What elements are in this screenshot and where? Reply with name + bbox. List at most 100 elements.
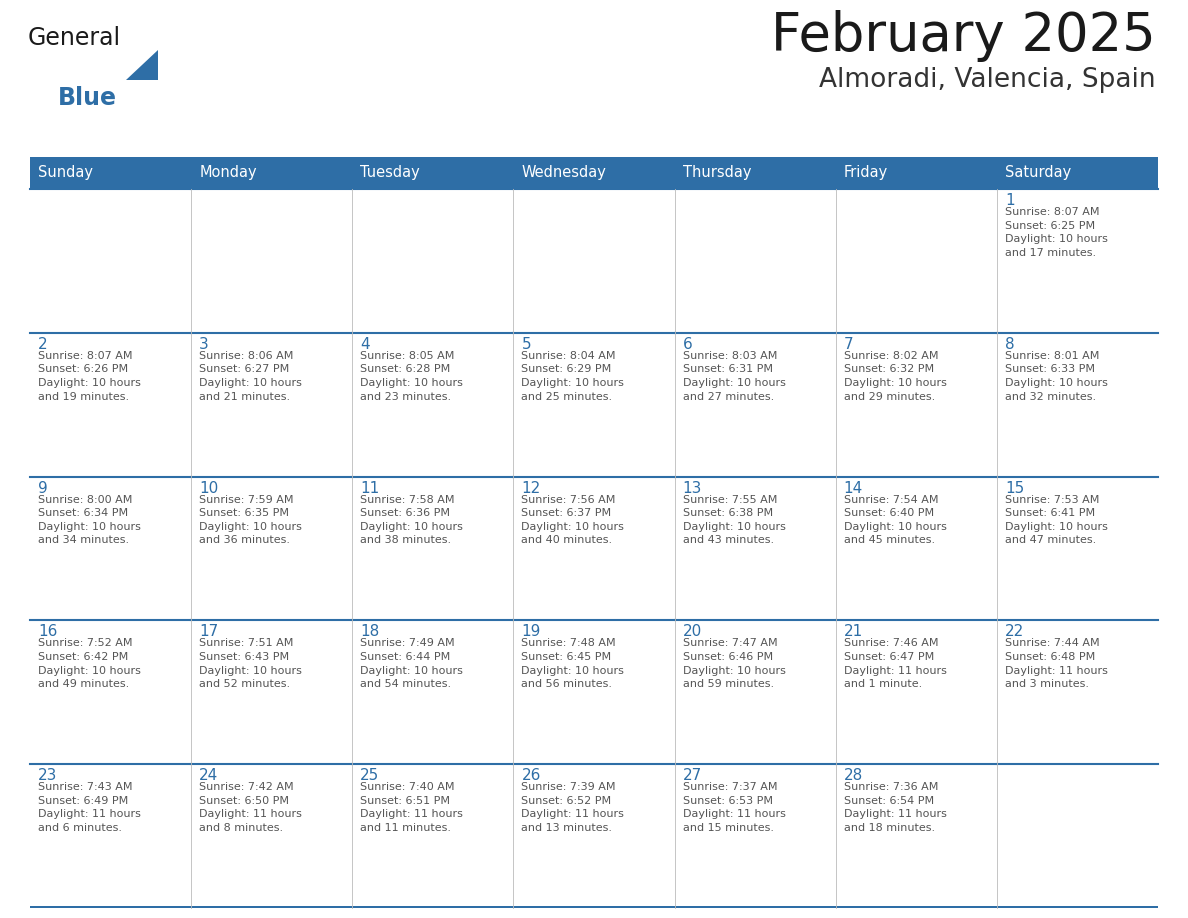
FancyBboxPatch shape (835, 333, 997, 476)
Text: Sunrise: 7:53 AM
Sunset: 6:41 PM
Daylight: 10 hours
and 47 minutes.: Sunrise: 7:53 AM Sunset: 6:41 PM Dayligh… (1005, 495, 1107, 545)
Text: 21: 21 (843, 624, 862, 640)
Text: Sunrise: 7:47 AM
Sunset: 6:46 PM
Daylight: 10 hours
and 59 minutes.: Sunrise: 7:47 AM Sunset: 6:46 PM Dayligh… (683, 638, 785, 689)
Text: Saturday: Saturday (1005, 165, 1072, 181)
Text: Sunrise: 7:39 AM
Sunset: 6:52 PM
Daylight: 11 hours
and 13 minutes.: Sunrise: 7:39 AM Sunset: 6:52 PM Dayligh… (522, 782, 625, 833)
Text: 24: 24 (200, 768, 219, 783)
Text: 1: 1 (1005, 193, 1015, 208)
Text: 16: 16 (38, 624, 57, 640)
Text: Sunrise: 7:48 AM
Sunset: 6:45 PM
Daylight: 10 hours
and 56 minutes.: Sunrise: 7:48 AM Sunset: 6:45 PM Dayligh… (522, 638, 625, 689)
Text: 19: 19 (522, 624, 541, 640)
Text: 4: 4 (360, 337, 369, 352)
Text: 20: 20 (683, 624, 702, 640)
Text: Sunrise: 7:46 AM
Sunset: 6:47 PM
Daylight: 11 hours
and 1 minute.: Sunrise: 7:46 AM Sunset: 6:47 PM Dayligh… (843, 638, 947, 689)
Text: Sunrise: 8:02 AM
Sunset: 6:32 PM
Daylight: 10 hours
and 29 minutes.: Sunrise: 8:02 AM Sunset: 6:32 PM Dayligh… (843, 351, 947, 401)
Text: Sunrise: 8:03 AM
Sunset: 6:31 PM
Daylight: 10 hours
and 27 minutes.: Sunrise: 8:03 AM Sunset: 6:31 PM Dayligh… (683, 351, 785, 401)
Text: Friday: Friday (843, 165, 887, 181)
Text: 27: 27 (683, 768, 702, 783)
FancyBboxPatch shape (997, 764, 1158, 908)
Text: 11: 11 (360, 481, 380, 496)
Text: 7: 7 (843, 337, 853, 352)
Text: 15: 15 (1005, 481, 1024, 496)
Text: Sunrise: 7:36 AM
Sunset: 6:54 PM
Daylight: 11 hours
and 18 minutes.: Sunrise: 7:36 AM Sunset: 6:54 PM Dayligh… (843, 782, 947, 833)
Text: 9: 9 (38, 481, 48, 496)
FancyBboxPatch shape (30, 476, 191, 621)
Text: 12: 12 (522, 481, 541, 496)
FancyBboxPatch shape (353, 333, 513, 476)
FancyBboxPatch shape (835, 157, 997, 189)
FancyBboxPatch shape (997, 157, 1158, 189)
Text: 18: 18 (360, 624, 380, 640)
Text: Tuesday: Tuesday (360, 165, 421, 181)
FancyBboxPatch shape (30, 333, 191, 476)
Text: 28: 28 (843, 768, 862, 783)
FancyBboxPatch shape (30, 157, 191, 189)
Text: 5: 5 (522, 337, 531, 352)
FancyBboxPatch shape (30, 764, 191, 908)
FancyBboxPatch shape (191, 189, 353, 333)
Text: February 2025: February 2025 (771, 10, 1156, 62)
Text: Sunrise: 7:51 AM
Sunset: 6:43 PM
Daylight: 10 hours
and 52 minutes.: Sunrise: 7:51 AM Sunset: 6:43 PM Dayligh… (200, 638, 302, 689)
FancyBboxPatch shape (835, 621, 997, 764)
FancyBboxPatch shape (997, 189, 1158, 333)
Text: Sunrise: 7:43 AM
Sunset: 6:49 PM
Daylight: 11 hours
and 6 minutes.: Sunrise: 7:43 AM Sunset: 6:49 PM Dayligh… (38, 782, 141, 833)
Text: Sunrise: 8:06 AM
Sunset: 6:27 PM
Daylight: 10 hours
and 21 minutes.: Sunrise: 8:06 AM Sunset: 6:27 PM Dayligh… (200, 351, 302, 401)
FancyBboxPatch shape (353, 621, 513, 764)
Text: Monday: Monday (200, 165, 257, 181)
FancyBboxPatch shape (191, 333, 353, 476)
FancyBboxPatch shape (997, 333, 1158, 476)
FancyBboxPatch shape (835, 189, 997, 333)
Text: Sunrise: 7:58 AM
Sunset: 6:36 PM
Daylight: 10 hours
and 38 minutes.: Sunrise: 7:58 AM Sunset: 6:36 PM Dayligh… (360, 495, 463, 545)
Text: 23: 23 (38, 768, 57, 783)
Text: 8: 8 (1005, 337, 1015, 352)
Text: Sunrise: 8:07 AM
Sunset: 6:25 PM
Daylight: 10 hours
and 17 minutes.: Sunrise: 8:07 AM Sunset: 6:25 PM Dayligh… (1005, 207, 1107, 258)
Text: 10: 10 (200, 481, 219, 496)
Text: 6: 6 (683, 337, 693, 352)
FancyBboxPatch shape (835, 476, 997, 621)
FancyBboxPatch shape (513, 157, 675, 189)
Text: 3: 3 (200, 337, 209, 352)
FancyBboxPatch shape (191, 621, 353, 764)
FancyBboxPatch shape (675, 764, 835, 908)
FancyBboxPatch shape (191, 476, 353, 621)
FancyBboxPatch shape (30, 189, 191, 333)
Text: 26: 26 (522, 768, 541, 783)
Text: Sunday: Sunday (38, 165, 93, 181)
FancyBboxPatch shape (997, 621, 1158, 764)
FancyBboxPatch shape (513, 476, 675, 621)
Text: Sunrise: 8:07 AM
Sunset: 6:26 PM
Daylight: 10 hours
and 19 minutes.: Sunrise: 8:07 AM Sunset: 6:26 PM Dayligh… (38, 351, 141, 401)
Text: Sunrise: 7:56 AM
Sunset: 6:37 PM
Daylight: 10 hours
and 40 minutes.: Sunrise: 7:56 AM Sunset: 6:37 PM Dayligh… (522, 495, 625, 545)
Text: Sunrise: 8:04 AM
Sunset: 6:29 PM
Daylight: 10 hours
and 25 minutes.: Sunrise: 8:04 AM Sunset: 6:29 PM Dayligh… (522, 351, 625, 401)
FancyBboxPatch shape (353, 189, 513, 333)
FancyBboxPatch shape (997, 476, 1158, 621)
Text: Thursday: Thursday (683, 165, 751, 181)
Text: 2: 2 (38, 337, 48, 352)
Text: Sunrise: 7:40 AM
Sunset: 6:51 PM
Daylight: 11 hours
and 11 minutes.: Sunrise: 7:40 AM Sunset: 6:51 PM Dayligh… (360, 782, 463, 833)
Text: Sunrise: 7:44 AM
Sunset: 6:48 PM
Daylight: 11 hours
and 3 minutes.: Sunrise: 7:44 AM Sunset: 6:48 PM Dayligh… (1005, 638, 1107, 689)
Text: 22: 22 (1005, 624, 1024, 640)
Polygon shape (126, 50, 158, 80)
FancyBboxPatch shape (835, 764, 997, 908)
FancyBboxPatch shape (513, 189, 675, 333)
Text: Sunrise: 7:37 AM
Sunset: 6:53 PM
Daylight: 11 hours
and 15 minutes.: Sunrise: 7:37 AM Sunset: 6:53 PM Dayligh… (683, 782, 785, 833)
FancyBboxPatch shape (513, 764, 675, 908)
Text: Sunrise: 7:52 AM
Sunset: 6:42 PM
Daylight: 10 hours
and 49 minutes.: Sunrise: 7:52 AM Sunset: 6:42 PM Dayligh… (38, 638, 141, 689)
Text: Sunrise: 7:59 AM
Sunset: 6:35 PM
Daylight: 10 hours
and 36 minutes.: Sunrise: 7:59 AM Sunset: 6:35 PM Dayligh… (200, 495, 302, 545)
FancyBboxPatch shape (675, 157, 835, 189)
Text: Wednesday: Wednesday (522, 165, 606, 181)
Text: 25: 25 (360, 768, 380, 783)
FancyBboxPatch shape (191, 157, 353, 189)
FancyBboxPatch shape (30, 906, 1158, 908)
Text: Sunrise: 7:54 AM
Sunset: 6:40 PM
Daylight: 10 hours
and 45 minutes.: Sunrise: 7:54 AM Sunset: 6:40 PM Dayligh… (843, 495, 947, 545)
Text: General: General (29, 26, 121, 50)
FancyBboxPatch shape (675, 333, 835, 476)
Text: Sunrise: 7:42 AM
Sunset: 6:50 PM
Daylight: 11 hours
and 8 minutes.: Sunrise: 7:42 AM Sunset: 6:50 PM Dayligh… (200, 782, 302, 833)
FancyBboxPatch shape (30, 621, 191, 764)
Text: 13: 13 (683, 481, 702, 496)
Text: Almoradi, Valencia, Spain: Almoradi, Valencia, Spain (820, 67, 1156, 93)
FancyBboxPatch shape (353, 764, 513, 908)
Text: Sunrise: 8:01 AM
Sunset: 6:33 PM
Daylight: 10 hours
and 32 minutes.: Sunrise: 8:01 AM Sunset: 6:33 PM Dayligh… (1005, 351, 1107, 401)
FancyBboxPatch shape (675, 189, 835, 333)
Text: 14: 14 (843, 481, 862, 496)
FancyBboxPatch shape (513, 621, 675, 764)
FancyBboxPatch shape (353, 476, 513, 621)
